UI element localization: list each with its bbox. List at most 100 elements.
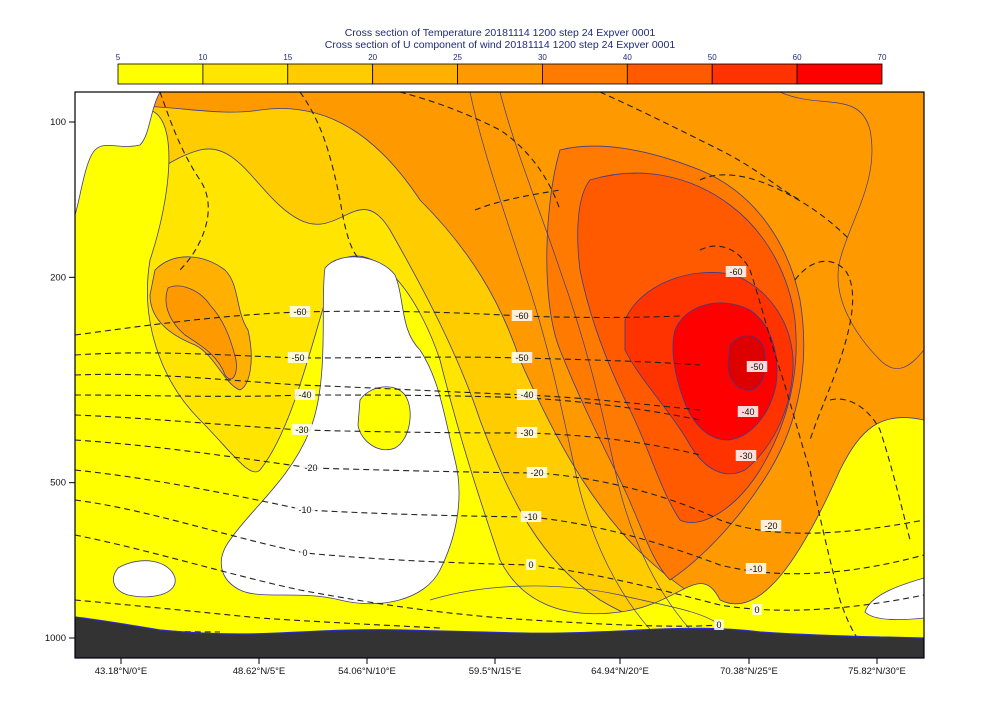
temperature-contour-label: -60 xyxy=(725,266,747,277)
thin-contour xyxy=(499,92,701,641)
region-white-bottom-right xyxy=(864,577,924,621)
y-tick-label: 1000 xyxy=(45,633,66,644)
contour-label-text: -30 xyxy=(295,425,308,435)
colorbar-segment xyxy=(796,63,883,85)
y-tick-label: 500 xyxy=(50,478,66,489)
colorbar-segment xyxy=(711,63,798,85)
contour-label-box xyxy=(520,511,542,522)
temperature-contour-label: -20 xyxy=(760,520,782,531)
contour-label-text: 0 xyxy=(716,620,721,630)
temperature-contour-label: -10 xyxy=(294,504,316,515)
region-white-bottom-left xyxy=(113,560,176,598)
orography xyxy=(75,616,924,658)
y-tick-label: 200 xyxy=(50,272,66,283)
contour-label-box xyxy=(760,520,782,531)
contour-label-text: -50 xyxy=(515,353,528,363)
colorbar-tick-label: 70 xyxy=(878,53,887,62)
contour-label-box xyxy=(511,310,533,321)
contour-label-box xyxy=(289,306,311,317)
plot-area xyxy=(75,92,924,658)
temperature-contour-label: 0 xyxy=(714,619,724,630)
temperature-contour-label: -10 xyxy=(520,511,542,522)
contour-label-text: -20 xyxy=(764,521,777,531)
x-tick-label: 70.38°N/25°E xyxy=(720,666,778,677)
y-axis: 100 200 500 1000 xyxy=(45,117,75,644)
colorbar-segment xyxy=(372,63,458,85)
colorbar-tick-label: 50 xyxy=(708,53,717,62)
contour-label-box xyxy=(516,427,538,438)
temperature-contour-label: -60 xyxy=(511,310,533,321)
x-tick-label: 54.06°N/10°E xyxy=(338,666,396,677)
thin-contour xyxy=(429,585,721,626)
colorbar-tick-label: 60 xyxy=(793,53,802,62)
region-white-left xyxy=(75,92,161,216)
colorbar-segment xyxy=(626,63,713,85)
contour-label-box xyxy=(294,504,316,515)
temperature-contour-label: -50 xyxy=(511,352,533,363)
x-tick-label: 59.5°N/15°E xyxy=(469,666,522,677)
contour-label-text: -20 xyxy=(530,468,543,478)
contour-label-text: -30 xyxy=(520,428,533,438)
contour-label-text: -50 xyxy=(750,362,763,372)
temperature-contour-label: -40 xyxy=(516,389,538,400)
colorbar-tick-label: 20 xyxy=(368,53,377,62)
contour-label-box xyxy=(300,462,322,473)
temperature-contour-label: -50 xyxy=(287,352,309,363)
temperature-contour-label: -30 xyxy=(735,450,757,461)
contour-label-box xyxy=(737,406,759,417)
plot-frame xyxy=(74,91,925,659)
contour-label-box xyxy=(526,559,536,570)
x-tick-label: 64.94°N/20°E xyxy=(591,666,649,677)
contour-label-box xyxy=(516,389,538,400)
contour-label-text: 0 xyxy=(754,605,759,615)
contour-label-text: -60 xyxy=(729,267,742,277)
contour-label-text: 0 xyxy=(528,560,533,570)
chart-title-line-2: Cross section of U component of wind 201… xyxy=(325,39,676,51)
colorbar-tick-label: 10 xyxy=(198,53,207,62)
contour-labels: -60 -60 -60 -50 -50 -50 -40 -40 -40 -30 -30 -30 -20 -… xyxy=(287,266,782,630)
contour-label-box xyxy=(746,361,768,372)
contour-label-box xyxy=(714,619,724,630)
colorbar-segment xyxy=(117,63,204,85)
contour-label-box xyxy=(511,352,533,363)
colorbar-tick-label: 5 xyxy=(116,53,121,62)
thin-contour xyxy=(469,92,661,641)
temperature-contour-label: -20 xyxy=(526,467,548,478)
x-tick-label: 48.62°N/5°E xyxy=(233,666,286,677)
contour-label-box xyxy=(735,450,757,461)
y-tick-label: 100 xyxy=(50,117,66,128)
temperature-contour-label: 0 xyxy=(526,559,536,570)
contour-label-box xyxy=(300,547,310,558)
temperature-contour-label: -60 xyxy=(289,306,311,317)
temperature-contour-label: -50 xyxy=(746,361,768,372)
contour-label-box xyxy=(725,266,747,277)
contour-label-box xyxy=(745,563,767,574)
x-axis: 43.18°N/0°E 48.62°N/5°E 54.06°N/10°E 59.5°N… xyxy=(95,658,906,677)
temperature-contour-label: -20 xyxy=(300,462,322,473)
contour-label-text: -40 xyxy=(298,390,311,400)
temperature-contour-label: -10 xyxy=(745,563,767,574)
region-white-island xyxy=(357,386,411,451)
contour-label-text: -10 xyxy=(298,505,311,515)
contour-label-text: -40 xyxy=(520,390,533,400)
chart-title-line-1: Cross section of Temperature 20181114 12… xyxy=(345,27,656,39)
contour-label-box xyxy=(287,352,309,363)
colorbar-segment xyxy=(202,63,289,85)
contour-label-box xyxy=(752,604,762,615)
contour-label-text: -10 xyxy=(524,512,537,522)
colorbar-tick-label: 15 xyxy=(283,53,292,62)
contour-label-text: -30 xyxy=(739,451,752,461)
colorbar-segment xyxy=(287,63,374,85)
contour-label-text: -50 xyxy=(291,353,304,363)
region-white-center xyxy=(221,256,460,605)
temperature-contour-label: -30 xyxy=(516,427,538,438)
colorbar-tick-label: 40 xyxy=(623,53,632,62)
temperature-contour-label: 0 xyxy=(300,547,310,558)
contour-label-text: -40 xyxy=(741,407,754,417)
contour-label-text: -10 xyxy=(749,564,762,574)
colorbar-tick-label: 25 xyxy=(453,53,462,62)
temperature-contour-label: -40 xyxy=(737,406,759,417)
thin-contour xyxy=(779,92,924,369)
temperature-contour-label: -40 xyxy=(294,389,316,400)
